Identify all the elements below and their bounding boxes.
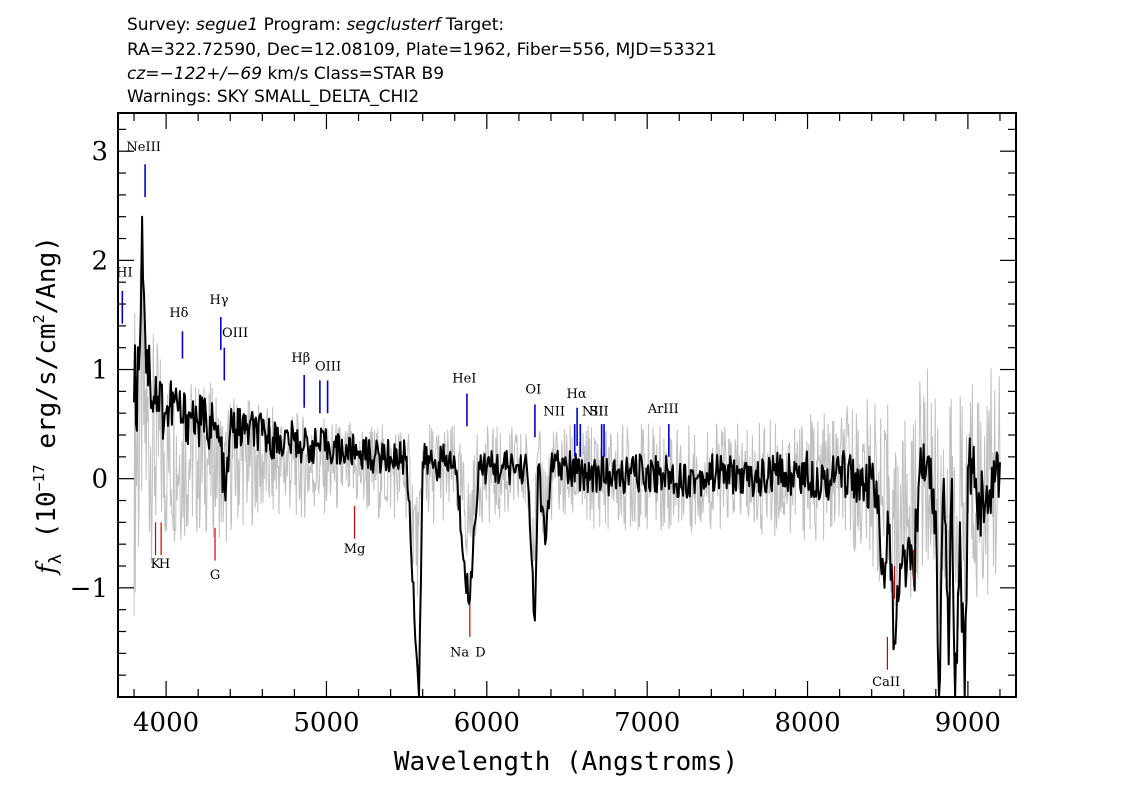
emission-line-label: Hβ	[291, 351, 310, 366]
emission-line-label: OIII	[222, 326, 248, 341]
header-line-2: RA=322.72590, Dec=12.08109, Plate=1962, …	[127, 40, 717, 60]
plot-frame	[117, 112, 1017, 698]
absorption-line-label: Na	[450, 646, 469, 661]
y-axis-title-units-a: (10	[32, 491, 62, 554]
y-tick-label: 1	[91, 356, 108, 386]
flux-series	[133, 215, 1001, 698]
y-tick-label: 2	[91, 246, 108, 276]
y-axis-title-exponent: −17	[30, 464, 48, 491]
absorption-line-label: H	[159, 557, 170, 572]
absorption-line-label: D	[475, 646, 485, 661]
x-tick-label: 9000	[935, 708, 1001, 738]
x-axis-title: Wavelength (Angstroms)	[394, 747, 738, 777]
emission-line-label: Hδ	[169, 306, 188, 321]
flux-series-line	[133, 215, 1001, 698]
absorption-line-label: K	[151, 557, 161, 572]
x-tick-label: 6000	[454, 708, 520, 738]
x-tick-label: 8000	[774, 708, 840, 738]
emission-line-label: OI	[525, 383, 541, 398]
header-survey-label: Survey:	[127, 15, 196, 35]
axes: 4000 5000 6000 7000 8000 9000 −1 0 1 2 3	[70, 112, 1017, 738]
emission-line-label: NeIII	[126, 140, 160, 155]
absorption-line-label: CaII	[872, 675, 900, 690]
header-survey-value: segue1	[196, 15, 258, 35]
x-tick-label: 5000	[293, 708, 359, 738]
emission-line-label: OIII	[315, 360, 341, 375]
emission-line-label: NII	[582, 404, 604, 419]
header-target-label: Target:	[440, 15, 504, 35]
x-tick-label: 7000	[614, 708, 680, 738]
header-program-label: Program:	[258, 15, 346, 35]
y-axis-title-subscript: λ	[46, 554, 66, 564]
header-class: km/s Class=STAR B9	[262, 64, 444, 84]
emission-line-label: ArIII	[647, 402, 679, 417]
chart-header: Survey: segue1 Program: segclusterf Targ…	[127, 15, 717, 107]
header-redshift: cz=−122+/−69	[127, 64, 262, 84]
header-program-value: segclusterf	[346, 15, 443, 35]
emission-line-label: Hα	[567, 387, 587, 402]
error-series-line	[133, 241, 1001, 631]
y-axis-title-units-c: /Ang)	[32, 236, 62, 314]
header-line-4: Warnings: SKY SMALL_DELTA_CHI2	[127, 87, 419, 107]
emission-line-label: HI	[116, 266, 132, 281]
y-axis-title: fλ (10−17 erg/s/cm2/Ang)	[30, 236, 66, 576]
y-tick-label: 0	[91, 465, 108, 495]
header-line-1: Survey: segue1 Program: segclusterf Targ…	[127, 15, 504, 35]
emission-line-label: Hγ	[209, 293, 228, 308]
absorption-line-label: G	[210, 568, 220, 583]
y-axis-title-exponent-2: 2	[30, 314, 48, 323]
y-axis-title-units-b: erg/s/cm	[32, 323, 62, 464]
header-line-3: cz=−122+/−69 km/s Class=STAR B9	[127, 64, 444, 84]
x-tick-label: 4000	[133, 708, 199, 738]
error-series	[133, 241, 1001, 631]
absorption-line-label: Mg	[344, 542, 366, 557]
emission-line-label: NII	[543, 404, 565, 419]
emission-line-label: SII	[589, 404, 608, 419]
emission-line-label: HeI	[452, 372, 476, 387]
y-tick-label: −1	[70, 574, 108, 604]
y-tick-label: 3	[91, 137, 108, 167]
